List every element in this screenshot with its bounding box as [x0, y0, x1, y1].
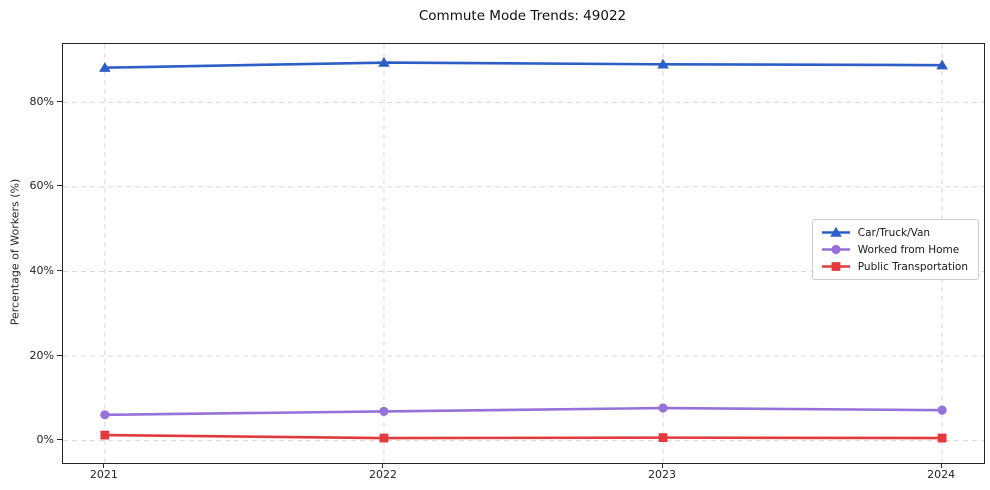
y-tick-mark [57, 439, 62, 441]
data-point-worked-from-home-2023 [658, 403, 668, 413]
legend-label: Car/Truck/Van [857, 226, 931, 239]
legend-marker-square [831, 262, 841, 271]
legend-label: Public Transportation [857, 260, 968, 273]
data-point-worked-from-home-2021 [100, 410, 110, 420]
series-line-car-truck-van [103, 61, 944, 69]
y-tick-label: 80% [29, 94, 54, 108]
x-tick-mark [940, 463, 942, 468]
chart-title: Commute Mode Trends: 49022 [418, 8, 627, 24]
data-point-car-truck-van-2022 [378, 57, 390, 67]
legend-item-worked-from-home: Worked from Home [821, 243, 968, 256]
data-point-public-transportation-2022 [379, 433, 389, 443]
data-point-car-truck-van-2024 [936, 59, 948, 70]
y-tick-mark [57, 100, 62, 102]
x-tick-label: 2023 [648, 468, 677, 481]
legend-swatch-square-icon [821, 262, 850, 271]
y-tick-mark [57, 354, 62, 356]
data-point-car-truck-van-2021 [99, 62, 111, 72]
data-point-public-transportation-2023 [658, 433, 668, 443]
data-point-worked-from-home-2024 [937, 405, 947, 415]
y-tick-label: 60% [29, 179, 54, 193]
legend-item-public-transportation: Public Transportation [821, 260, 968, 273]
x-tick-mark [103, 463, 105, 468]
legend-swatch-circle-icon [821, 244, 850, 255]
x-tick-mark [661, 463, 663, 468]
data-point-public-transportation-2021 [100, 430, 110, 440]
data-point-car-truck-van-2023 [657, 58, 669, 69]
x-tick-mark [382, 463, 384, 468]
legend-marker-triangle [829, 226, 842, 237]
data-point-worked-from-home-2022 [379, 406, 389, 417]
x-tick-label: 2024 [927, 468, 956, 481]
x-tick-label: 2021 [89, 468, 118, 481]
y-tick-mark [57, 185, 62, 187]
series-line-public-transportation [103, 433, 944, 440]
y-axis-label: Percentage of Workers (%) [8, 178, 22, 326]
legend-item-car-truck-van: Car/Truck/Van [821, 226, 968, 239]
y-tick-label: 20% [29, 348, 54, 362]
legend-swatch-triangle-icon [821, 226, 850, 237]
y-tick-label: 40% [29, 263, 54, 277]
legend-marker-circle [831, 244, 841, 255]
series-line-worked-from-home [103, 406, 944, 417]
legend-label: Worked from Home [857, 243, 960, 256]
legend: Car/Truck/Van Worked from Home Public Tran… [811, 219, 979, 280]
y-tick-mark [57, 269, 62, 271]
y-tick-label: 0% [36, 433, 54, 447]
data-point-public-transportation-2024 [937, 433, 947, 443]
x-tick-label: 2022 [368, 468, 397, 481]
